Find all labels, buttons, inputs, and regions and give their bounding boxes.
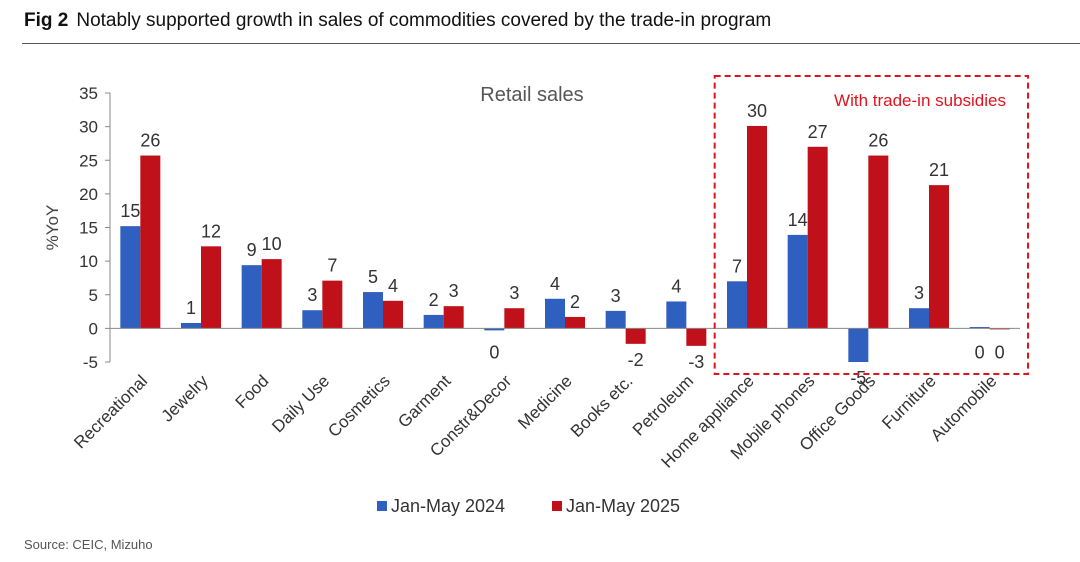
chart-title: Retail sales — [480, 84, 583, 106]
bar-jan-may-2024 — [181, 322, 201, 329]
trade-in-highlight-box — [713, 75, 1030, 375]
x-tick-label: Automobile — [927, 371, 1001, 445]
bar-jan-may-2025 — [929, 185, 949, 329]
y-tick-label: 15 — [79, 219, 98, 238]
bar-jan-may-2024 — [909, 308, 929, 329]
figure-title-text: Notably supported growth in sales of com… — [76, 10, 772, 31]
data-label: -3 — [688, 352, 704, 372]
source-note: Source: CEIC, Mizuho — [24, 537, 153, 552]
data-label: 2 — [570, 292, 580, 312]
y-tick-label: 30 — [79, 118, 98, 137]
trade-in-highlight-label: With trade-in subsidies — [834, 91, 1006, 110]
data-label: 4 — [550, 274, 560, 294]
data-label: 0 — [995, 342, 1005, 362]
bar-jan-may-2025 — [201, 246, 221, 329]
data-label: 9 — [247, 240, 257, 260]
bar-jan-may-2024 — [484, 328, 505, 331]
legend-label: Jan-May 2025 — [566, 496, 680, 516]
bar-jan-may-2024 — [605, 310, 626, 329]
bar-jan-may-2025 — [565, 316, 585, 329]
bar-jan-may-2024 — [241, 265, 262, 329]
data-label: 3 — [914, 283, 924, 303]
bar-jan-may-2024 — [302, 310, 323, 329]
data-label: 7 — [732, 256, 742, 276]
y-tick-label: 0 — [89, 319, 98, 338]
y-tick-label: -5 — [83, 353, 98, 372]
bar-jan-may-2025 — [443, 306, 464, 329]
bar-jan-may-2024 — [363, 292, 383, 329]
x-tick-label: Garment — [394, 371, 454, 431]
legend-swatch-jan-may-2025 — [552, 501, 562, 511]
data-label: 0 — [975, 342, 985, 362]
data-label: 30 — [747, 101, 767, 121]
bar-jan-may-2025 — [625, 328, 646, 344]
bar-jan-may-2025 — [383, 300, 403, 329]
data-label: 26 — [868, 131, 888, 151]
x-tick-label: Jewelry — [158, 371, 213, 426]
title-divider — [22, 43, 1080, 44]
y-tick-label: 10 — [79, 252, 98, 271]
bar-jan-may-2025 — [868, 155, 889, 329]
data-label: 3 — [307, 285, 317, 305]
x-tick-label: Recreational — [70, 371, 151, 452]
figure-title: Fig 2 Notably supported growth in sales o… — [24, 10, 771, 32]
data-label: -2 — [628, 350, 644, 370]
x-tick-label: Food — [232, 371, 273, 412]
bar-jan-may-2025 — [686, 328, 707, 346]
bar-jan-may-2024 — [787, 234, 808, 329]
figure-label: Fig 2 — [24, 10, 69, 31]
bar-jan-may-2025 — [747, 125, 767, 329]
data-label: 3 — [449, 281, 459, 301]
bar-jan-may-2024 — [848, 328, 869, 362]
y-axis-label: %YoY — [43, 205, 62, 251]
bar-jan-may-2024 — [545, 298, 565, 329]
data-label: 4 — [388, 276, 398, 296]
y-tick-label: 25 — [79, 151, 98, 170]
data-label: 3 — [611, 286, 621, 306]
bar-jan-may-2025 — [504, 308, 525, 329]
data-label: 26 — [140, 131, 160, 151]
bar-jan-may-2025 — [322, 280, 343, 329]
x-tick-label: Cosmetics — [324, 371, 394, 441]
data-label: 12 — [201, 221, 221, 241]
data-label: 1 — [186, 298, 196, 318]
x-tick-label: Daily Use — [268, 371, 333, 436]
bar-jan-may-2024 — [969, 327, 990, 329]
data-label: 27 — [808, 122, 828, 142]
data-label: 0 — [489, 342, 499, 362]
data-label: 2 — [429, 290, 439, 310]
data-label: 4 — [671, 276, 681, 296]
bar-jan-may-2024 — [666, 301, 687, 329]
y-tick-label: 5 — [89, 286, 98, 305]
data-label: 7 — [327, 256, 337, 276]
bar-jan-may-2024 — [727, 281, 747, 329]
y-tick-label: 20 — [79, 185, 98, 204]
data-label: 3 — [509, 283, 519, 303]
data-label: 14 — [788, 210, 808, 230]
bar-jan-may-2025 — [261, 259, 282, 329]
data-label: 10 — [262, 234, 282, 254]
bar-jan-may-2025 — [140, 155, 161, 329]
x-tick-label: Books etc. — [567, 371, 637, 441]
x-tick-label: Medicine — [514, 371, 576, 433]
data-label: 21 — [929, 160, 949, 180]
bar-jan-may-2024 — [423, 314, 444, 329]
x-tick-label: Furniture — [878, 371, 940, 433]
data-label: 5 — [368, 267, 378, 287]
data-label: 15 — [120, 201, 140, 221]
bar-jan-may-2024 — [120, 226, 141, 329]
bar-jan-may-2025 — [807, 146, 828, 329]
y-tick-label: 35 — [79, 84, 98, 103]
legend-swatch-jan-may-2024 — [377, 501, 387, 511]
legend-label: Jan-May 2024 — [391, 496, 505, 516]
